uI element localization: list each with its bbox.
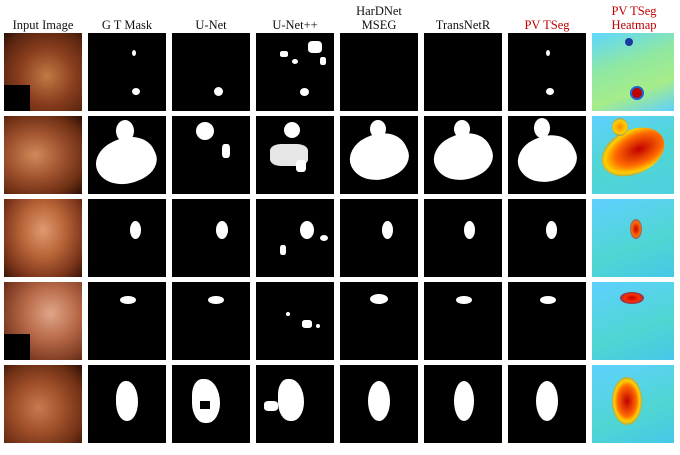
pvtseg-heatmap-row-5 — [592, 365, 674, 443]
gt-mask-row-4 — [88, 282, 166, 360]
pvtseg-heatmap-row-1 — [592, 33, 674, 111]
unet-mask-row-3 — [172, 199, 250, 277]
pvtseg-mask-row-2 — [508, 116, 586, 194]
hardnet-mseg-mask-row-3 — [340, 199, 418, 277]
unet-mask-row-2 — [172, 116, 250, 194]
input-image-row-2 — [4, 116, 82, 194]
hardnet-mseg-mask-row-1 — [340, 33, 418, 111]
input-image-row-1 — [4, 33, 82, 111]
unet-mask-row-5 — [172, 365, 250, 443]
pvtseg-mask-row-5 — [508, 365, 586, 443]
column-header-pvtseg: PV TSeg — [524, 18, 570, 32]
gt-mask-row-5 — [88, 365, 166, 443]
unetpp-mask-row-4 — [256, 282, 334, 360]
unetpp-mask-row-5 — [256, 365, 334, 443]
hardnet-mseg-mask-row-2 — [340, 116, 418, 194]
column-header-input-image: Input Image — [12, 18, 74, 32]
pvtseg-heatmap-row-2 — [592, 116, 674, 194]
gt-mask-row-2 — [88, 116, 166, 194]
unet-mask-row-4 — [172, 282, 250, 360]
column-header-hardnet-mseg: HarDNet MSEG — [356, 4, 402, 32]
column-header-gt-mask: G T Mask — [101, 18, 153, 32]
input-image-row-5 — [4, 365, 82, 443]
column-header-unetpp: U-Net++ — [272, 18, 318, 32]
pvtseg-mask-row-1 — [508, 33, 586, 111]
input-image-row-4 — [4, 282, 82, 360]
pvtseg-heatmap-row-4 — [592, 282, 674, 360]
hardnet-mseg-mask-row-5 — [340, 365, 418, 443]
unet-mask-row-1 — [172, 33, 250, 111]
pvtseg-heatmap-row-3 — [592, 199, 674, 277]
column-header-transnetr: TransNetR — [435, 18, 491, 32]
transnetr-mask-row-2 — [424, 116, 502, 194]
unetpp-mask-row-2 — [256, 116, 334, 194]
gt-mask-row-3 — [88, 199, 166, 277]
gt-mask-row-1 — [88, 33, 166, 111]
pvtseg-mask-row-4 — [508, 282, 586, 360]
input-image-row-3 — [4, 199, 82, 277]
transnetr-mask-row-4 — [424, 282, 502, 360]
pvtseg-mask-row-3 — [508, 199, 586, 277]
column-header-pvtseg-heatmap: PV TSeg Heatmap — [611, 4, 657, 32]
hardnet-mseg-mask-row-4 — [340, 282, 418, 360]
transnetr-mask-row-5 — [424, 365, 502, 443]
unetpp-mask-row-3 — [256, 199, 334, 277]
transnetr-mask-row-3 — [424, 199, 502, 277]
unetpp-mask-row-1 — [256, 33, 334, 111]
column-header-unet: U-Net — [195, 18, 227, 32]
transnetr-mask-row-1 — [424, 33, 502, 111]
